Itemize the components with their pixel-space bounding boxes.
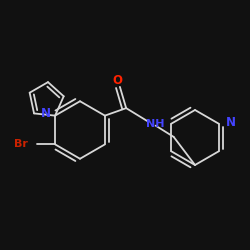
Text: NH: NH [146, 120, 164, 130]
Text: N: N [41, 106, 51, 120]
Text: N: N [226, 116, 236, 129]
Text: O: O [112, 74, 122, 87]
Text: Br: Br [14, 140, 28, 149]
